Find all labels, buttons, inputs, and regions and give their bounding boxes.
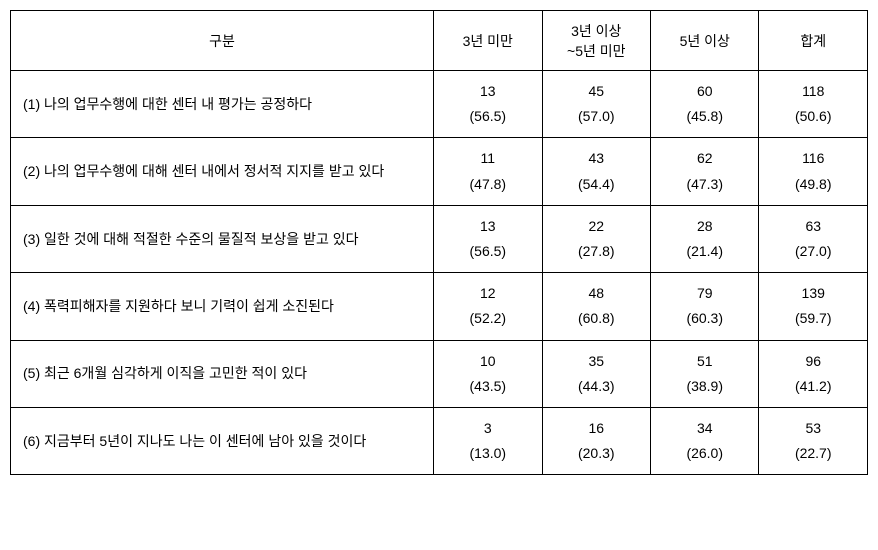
- data-table: 구분 3년 미만 3년 이상 ~5년 미만 5년 이상 합계 (1) 나의 업무수…: [10, 10, 868, 475]
- header-col-4: 합계: [759, 11, 868, 71]
- data-cell: 13(56.5): [434, 205, 542, 272]
- data-cell: 51(38.9): [651, 340, 759, 407]
- data-cell: 62(47.3): [651, 138, 759, 205]
- row-label: (5) 최근 6개월 심각하게 이직을 고민한 적이 있다: [11, 340, 434, 407]
- table-row: (3) 일한 것에 대해 적절한 수준의 물질적 보상을 받고 있다 13(56…: [11, 205, 868, 272]
- row-label: (1) 나의 업무수행에 대한 센터 내 평가는 공정하다: [11, 71, 434, 138]
- data-cell: 12(52.2): [434, 273, 542, 340]
- row-label: (2) 나의 업무수행에 대해 센터 내에서 정서적 지지를 받고 있다: [11, 138, 434, 205]
- table-body: (1) 나의 업무수행에 대한 센터 내 평가는 공정하다 13(56.5) 4…: [11, 71, 868, 475]
- data-cell: 13(56.5): [434, 71, 542, 138]
- table-row: (4) 폭력피해자를 지원하다 보니 기력이 쉽게 소진된다 12(52.2) …: [11, 273, 868, 340]
- header-col-1: 3년 미만: [434, 11, 542, 71]
- data-cell: 79(60.3): [651, 273, 759, 340]
- data-cell: 53(22.7): [759, 407, 868, 474]
- data-cell: 118(50.6): [759, 71, 868, 138]
- data-cell: 60(45.8): [651, 71, 759, 138]
- data-cell: 28(21.4): [651, 205, 759, 272]
- data-cell: 11(47.8): [434, 138, 542, 205]
- row-label: (6) 지금부터 5년이 지나도 나는 이 센터에 남아 있을 것이다: [11, 407, 434, 474]
- row-label: (3) 일한 것에 대해 적절한 수준의 물질적 보상을 받고 있다: [11, 205, 434, 272]
- header-col-2-line1: 3년 이상: [571, 23, 621, 39]
- table-row: (1) 나의 업무수행에 대한 센터 내 평가는 공정하다 13(56.5) 4…: [11, 71, 868, 138]
- data-cell: 10(43.5): [434, 340, 542, 407]
- header-col-2: 3년 이상 ~5년 미만: [542, 11, 650, 71]
- data-cell: 96(41.2): [759, 340, 868, 407]
- table-row: (2) 나의 업무수행에 대해 센터 내에서 정서적 지지를 받고 있다 11(…: [11, 138, 868, 205]
- data-cell: 48(60.8): [542, 273, 650, 340]
- data-cell: 43(54.4): [542, 138, 650, 205]
- row-label: (4) 폭력피해자를 지원하다 보니 기력이 쉽게 소진된다: [11, 273, 434, 340]
- table-row: (6) 지금부터 5년이 지나도 나는 이 센터에 남아 있을 것이다 3(13…: [11, 407, 868, 474]
- data-cell: 3(13.0): [434, 407, 542, 474]
- data-cell: 139(59.7): [759, 273, 868, 340]
- data-cell: 116(49.8): [759, 138, 868, 205]
- header-col-3: 5년 이상: [651, 11, 759, 71]
- table-header-row: 구분 3년 미만 3년 이상 ~5년 미만 5년 이상 합계: [11, 11, 868, 71]
- header-category: 구분: [11, 11, 434, 71]
- data-cell: 34(26.0): [651, 407, 759, 474]
- data-cell: 63(27.0): [759, 205, 868, 272]
- data-cell: 16(20.3): [542, 407, 650, 474]
- header-col-2-line2: ~5년 미만: [567, 43, 626, 59]
- table-row: (5) 최근 6개월 심각하게 이직을 고민한 적이 있다 10(43.5) 3…: [11, 340, 868, 407]
- data-cell: 22(27.8): [542, 205, 650, 272]
- data-cell: 45(57.0): [542, 71, 650, 138]
- data-cell: 35(44.3): [542, 340, 650, 407]
